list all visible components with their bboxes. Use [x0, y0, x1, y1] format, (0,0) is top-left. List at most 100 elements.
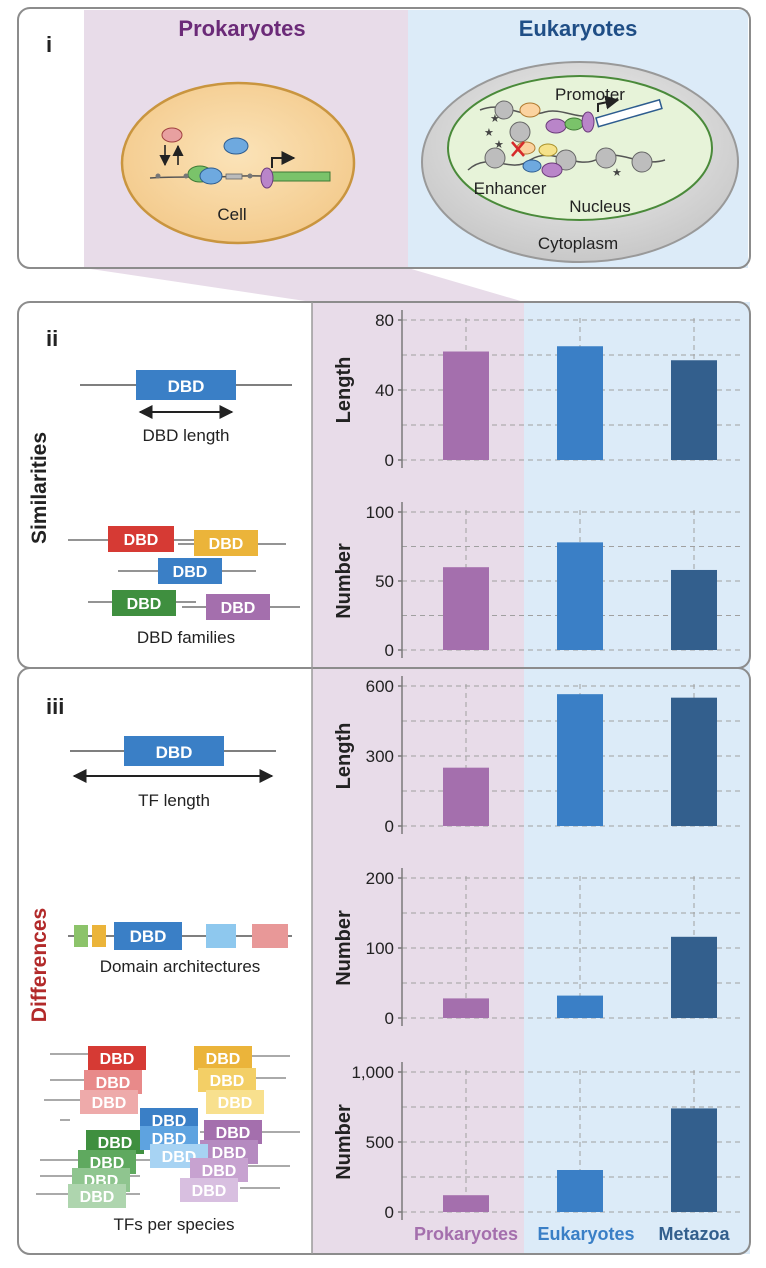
y-tick-label: 40 [375, 381, 394, 400]
bar-metazoa [671, 697, 717, 826]
tfs-per-species-caption: TFs per species [114, 1215, 235, 1234]
bar-metazoa [671, 936, 717, 1018]
tf-dbd-box [180, 1178, 238, 1202]
tf-dbd-box-label: DBD [152, 1113, 187, 1130]
dbd-family-purple: DBD [221, 600, 256, 617]
svg-text:★: ★ [490, 113, 500, 125]
bar-prokaryotes [443, 567, 489, 650]
tf-dbd-box-label: DBD [156, 743, 193, 762]
dbd-families-illustration: DBD DBD DBD DBD DBD [68, 526, 300, 620]
tf-dbd-box [198, 1068, 256, 1092]
panel-i-label: i [46, 32, 52, 57]
tf-dbd-box [68, 1184, 126, 1208]
y-axis-label: Number [333, 910, 355, 986]
y-tick-label: 0 [385, 1203, 394, 1222]
y-axis-label: Length [333, 723, 355, 790]
dbd-length-illustration: DBD [80, 370, 292, 419]
tf-dbd-box-label: DBD [96, 1075, 131, 1092]
y-axis-label: Number [333, 1104, 355, 1180]
tf-dbd-box-label: DBD [152, 1131, 187, 1148]
chart-3: 0 300 600 Length [333, 676, 742, 836]
bar-eukaryotes [557, 1170, 603, 1212]
tf-dbd-box-label: DBD [218, 1095, 253, 1112]
tf-dbd-box-label: DBD [98, 1135, 133, 1152]
bar-metazoa [671, 1108, 717, 1212]
prokaryote-dna-diagram [149, 127, 331, 189]
bar-eukaryotes [557, 346, 603, 460]
tf-dbd-box-label: DBD [80, 1189, 115, 1206]
y-tick-label: 80 [375, 311, 394, 330]
chart-2: 0 50 100 Number [333, 502, 742, 660]
bar-prokaryotes [443, 351, 489, 460]
connector-wedge [84, 268, 524, 302]
y-tick-label: 50 [375, 572, 394, 591]
tf-dbd-box-label: DBD [100, 1051, 135, 1068]
enhancer-label: Enhancer [474, 179, 547, 198]
tf-dbd-box-label: DBD [206, 1051, 241, 1068]
tf-dbd-box-label: DBD [92, 1095, 127, 1112]
prokaryotes-title: Prokaryotes [178, 16, 305, 41]
dbd-family-blue: DBD [173, 564, 208, 581]
y-tick-label: 0 [385, 1009, 394, 1028]
bar-eukaryotes [557, 995, 603, 1018]
y-tick-label: 0 [385, 451, 394, 470]
chart-1: 0 40 80 Length [333, 310, 742, 470]
panel-iii-frame [17, 667, 751, 1255]
nucleus-label: Nucleus [569, 197, 630, 216]
tf-dbd-box-label: DBD [212, 1145, 247, 1162]
panel-i-frame [17, 7, 751, 269]
domain-architecture-illustration: DBD [68, 922, 292, 950]
tf-dbd-box-label: DBD [202, 1163, 237, 1180]
y-tick-label: 200 [366, 869, 394, 888]
tf-dbd-box [194, 1046, 252, 1070]
tf-dbd-box [80, 1090, 138, 1114]
panel-ii-label: ii [46, 326, 58, 351]
bar-prokaryotes [443, 998, 489, 1018]
dbd-families-caption: DBD families [137, 628, 235, 647]
svg-text:★: ★ [484, 127, 494, 139]
y-tick-label: 100 [366, 503, 394, 522]
xlabel-eukaryotes: Eukaryotes [537, 1224, 634, 1244]
y-tick-label: 300 [366, 747, 394, 766]
dbd-family-green: DBD [127, 596, 162, 613]
tf-dbd-box [88, 1046, 146, 1070]
svg-text:★: ★ [494, 139, 504, 151]
panel-iii-label: iii [46, 694, 64, 719]
eukaryotes-title: Eukaryotes [519, 16, 638, 41]
xlabel-prokaryotes: Prokaryotes [414, 1224, 518, 1244]
bar-metazoa [671, 569, 717, 650]
y-axis-label: Number [333, 543, 355, 619]
domain-dbd-label: DBD [130, 927, 167, 946]
tf-dbd-box-label: DBD [90, 1155, 125, 1172]
bar-metazoa [671, 360, 717, 460]
dbd-family-yellow: DBD [209, 536, 244, 553]
y-tick-label: 1,000 [351, 1063, 394, 1082]
prokaryote-cell [120, 81, 356, 245]
similarities-label: Similarities [28, 432, 51, 544]
y-tick-label: 500 [366, 1133, 394, 1152]
y-tick-label: 0 [385, 817, 394, 836]
svg-text:★: ★ [612, 167, 622, 179]
cytoplasm-label: Cytoplasm [538, 234, 618, 253]
bar-prokaryotes [443, 767, 489, 826]
y-tick-label: 0 [385, 641, 394, 660]
chart-4: 0 100 200 Number [333, 868, 742, 1028]
bar-prokaryotes [443, 1195, 489, 1212]
tf-length-caption: TF length [138, 791, 210, 810]
xlabel-metazoa: Metazoa [658, 1224, 730, 1244]
y-axis-label: Length [333, 357, 355, 424]
tf-length-illustration: DBD [70, 736, 276, 783]
dbd-length-caption: DBD length [143, 426, 230, 445]
cell-label: Cell [217, 205, 246, 224]
bar-charts: 0 40 80 Length 0 50 100 Number 0 300 600 Length 0 100… [333, 310, 742, 1222]
promoter-label: Promoter [555, 85, 625, 104]
bar-eukaryotes [557, 542, 603, 650]
dbd-box-label: DBD [168, 377, 205, 396]
differences-label: Differences [28, 908, 51, 1022]
tf-dbd-box [206, 1090, 264, 1114]
y-tick-label: 100 [366, 939, 394, 958]
tf-dbd-box-label: DBD [162, 1149, 197, 1166]
domain-arch-caption: Domain architectures [100, 957, 261, 976]
